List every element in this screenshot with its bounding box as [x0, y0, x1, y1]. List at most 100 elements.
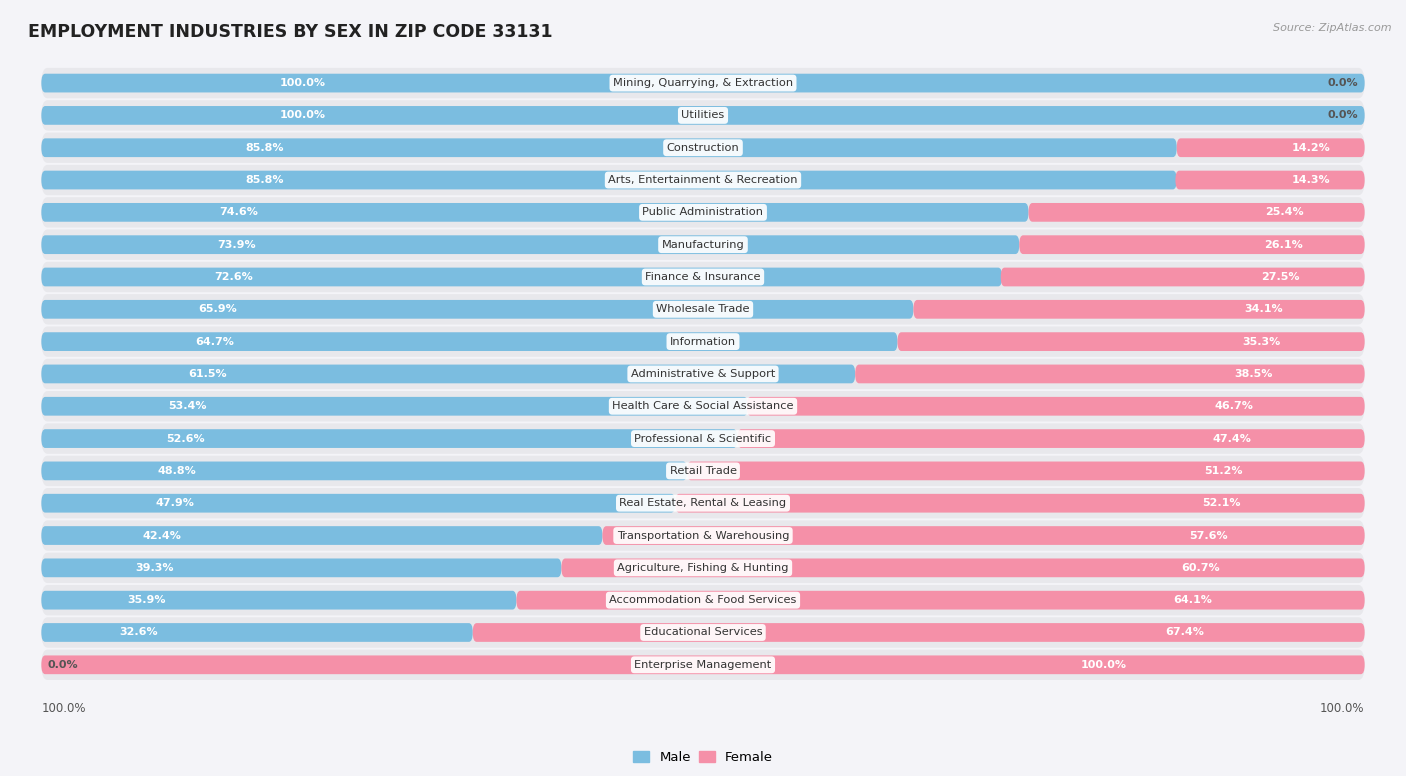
- Text: 67.4%: 67.4%: [1166, 628, 1204, 638]
- FancyBboxPatch shape: [41, 456, 1365, 486]
- FancyBboxPatch shape: [41, 171, 1177, 189]
- Text: 48.8%: 48.8%: [157, 466, 197, 476]
- Text: 42.4%: 42.4%: [142, 531, 181, 541]
- Text: 52.1%: 52.1%: [1202, 498, 1240, 508]
- Text: 51.2%: 51.2%: [1204, 466, 1243, 476]
- Text: 100.0%: 100.0%: [280, 78, 326, 88]
- Text: Accommodation & Food Services: Accommodation & Food Services: [609, 595, 797, 605]
- FancyBboxPatch shape: [41, 100, 1365, 130]
- FancyBboxPatch shape: [41, 462, 688, 480]
- Text: Arts, Entertainment & Recreation: Arts, Entertainment & Recreation: [609, 175, 797, 185]
- FancyBboxPatch shape: [855, 365, 1365, 383]
- FancyBboxPatch shape: [41, 359, 1365, 389]
- Text: 35.9%: 35.9%: [127, 595, 166, 605]
- Text: 0.0%: 0.0%: [1327, 110, 1358, 120]
- Text: Agriculture, Fishing & Hunting: Agriculture, Fishing & Hunting: [617, 563, 789, 573]
- FancyBboxPatch shape: [41, 365, 855, 383]
- Text: Source: ZipAtlas.com: Source: ZipAtlas.com: [1274, 23, 1392, 33]
- FancyBboxPatch shape: [41, 138, 1177, 157]
- FancyBboxPatch shape: [41, 327, 1365, 357]
- Text: Retail Trade: Retail Trade: [669, 466, 737, 476]
- FancyBboxPatch shape: [41, 488, 1365, 518]
- Text: 72.6%: 72.6%: [214, 272, 253, 282]
- Text: 85.8%: 85.8%: [246, 143, 284, 153]
- Text: 14.2%: 14.2%: [1292, 143, 1331, 153]
- Text: 100.0%: 100.0%: [1320, 702, 1365, 715]
- Text: Professional & Scientific: Professional & Scientific: [634, 434, 772, 444]
- FancyBboxPatch shape: [1029, 203, 1365, 222]
- FancyBboxPatch shape: [41, 623, 472, 642]
- FancyBboxPatch shape: [472, 623, 1365, 642]
- Text: Manufacturing: Manufacturing: [662, 240, 744, 250]
- Text: 46.7%: 46.7%: [1215, 401, 1253, 411]
- Text: 85.8%: 85.8%: [246, 175, 284, 185]
- FancyBboxPatch shape: [41, 553, 1365, 583]
- Text: Educational Services: Educational Services: [644, 628, 762, 638]
- FancyBboxPatch shape: [897, 332, 1365, 351]
- FancyBboxPatch shape: [41, 300, 914, 319]
- FancyBboxPatch shape: [602, 526, 1365, 545]
- FancyBboxPatch shape: [41, 262, 1365, 293]
- Text: 65.9%: 65.9%: [198, 304, 238, 314]
- Text: 64.1%: 64.1%: [1173, 595, 1212, 605]
- Text: 47.9%: 47.9%: [156, 498, 194, 508]
- Text: 38.5%: 38.5%: [1234, 369, 1272, 379]
- Text: 57.6%: 57.6%: [1189, 531, 1227, 541]
- Text: 39.3%: 39.3%: [135, 563, 173, 573]
- FancyBboxPatch shape: [41, 268, 1002, 286]
- FancyBboxPatch shape: [41, 429, 737, 448]
- FancyBboxPatch shape: [41, 617, 1365, 648]
- FancyBboxPatch shape: [41, 68, 1365, 99]
- FancyBboxPatch shape: [41, 526, 602, 545]
- Text: 60.7%: 60.7%: [1181, 563, 1220, 573]
- FancyBboxPatch shape: [516, 591, 1365, 609]
- FancyBboxPatch shape: [41, 294, 1365, 324]
- Text: 100.0%: 100.0%: [41, 702, 86, 715]
- Text: 64.7%: 64.7%: [195, 337, 235, 347]
- Text: Construction: Construction: [666, 143, 740, 153]
- FancyBboxPatch shape: [1175, 171, 1365, 189]
- FancyBboxPatch shape: [688, 462, 1365, 480]
- Text: 74.6%: 74.6%: [219, 207, 257, 217]
- Text: 52.6%: 52.6%: [167, 434, 205, 444]
- FancyBboxPatch shape: [41, 391, 1365, 421]
- Text: 26.1%: 26.1%: [1264, 240, 1302, 250]
- Text: 34.1%: 34.1%: [1244, 304, 1284, 314]
- FancyBboxPatch shape: [41, 74, 1365, 92]
- FancyBboxPatch shape: [561, 559, 1365, 577]
- Text: 53.4%: 53.4%: [169, 401, 207, 411]
- FancyBboxPatch shape: [41, 494, 675, 513]
- FancyBboxPatch shape: [1019, 235, 1365, 254]
- Legend: Male, Female: Male, Female: [627, 746, 779, 770]
- Text: 73.9%: 73.9%: [218, 240, 256, 250]
- FancyBboxPatch shape: [41, 165, 1365, 196]
- Text: Enterprise Management: Enterprise Management: [634, 660, 772, 670]
- Text: 100.0%: 100.0%: [1080, 660, 1126, 670]
- Text: Transportation & Warehousing: Transportation & Warehousing: [617, 531, 789, 541]
- Text: Administrative & Support: Administrative & Support: [631, 369, 775, 379]
- FancyBboxPatch shape: [41, 424, 1365, 454]
- Text: 47.4%: 47.4%: [1213, 434, 1251, 444]
- FancyBboxPatch shape: [41, 656, 1365, 674]
- FancyBboxPatch shape: [41, 235, 1019, 254]
- Text: 27.5%: 27.5%: [1261, 272, 1299, 282]
- Text: Wholesale Trade: Wholesale Trade: [657, 304, 749, 314]
- Text: Finance & Insurance: Finance & Insurance: [645, 272, 761, 282]
- Text: 61.5%: 61.5%: [188, 369, 226, 379]
- FancyBboxPatch shape: [1177, 138, 1365, 157]
- FancyBboxPatch shape: [41, 106, 1365, 125]
- FancyBboxPatch shape: [41, 585, 1365, 615]
- FancyBboxPatch shape: [1001, 268, 1365, 286]
- Text: Information: Information: [669, 337, 737, 347]
- FancyBboxPatch shape: [41, 591, 516, 609]
- Text: EMPLOYMENT INDUSTRIES BY SEX IN ZIP CODE 33131: EMPLOYMENT INDUSTRIES BY SEX IN ZIP CODE…: [28, 23, 553, 41]
- Text: 100.0%: 100.0%: [280, 110, 326, 120]
- Text: 14.3%: 14.3%: [1292, 175, 1330, 185]
- FancyBboxPatch shape: [675, 494, 1365, 513]
- FancyBboxPatch shape: [41, 133, 1365, 163]
- FancyBboxPatch shape: [41, 559, 561, 577]
- Text: 0.0%: 0.0%: [48, 660, 79, 670]
- Text: Health Care & Social Assistance: Health Care & Social Assistance: [612, 401, 794, 411]
- FancyBboxPatch shape: [747, 397, 1365, 416]
- Text: 35.3%: 35.3%: [1243, 337, 1281, 347]
